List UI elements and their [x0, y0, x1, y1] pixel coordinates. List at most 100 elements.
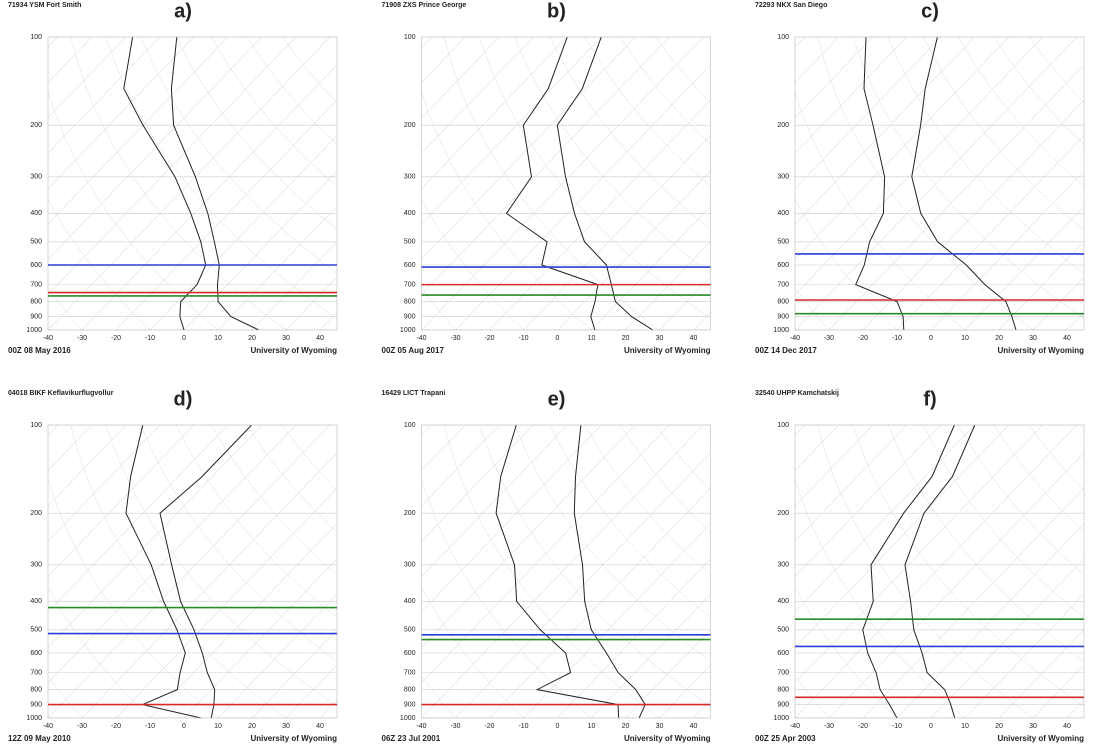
- isotherm-grid: [998, 241, 1084, 330]
- isotherm-grid: [795, 425, 1078, 718]
- profile-line: [159, 425, 252, 718]
- skewt-panel: -40 -30 -20 -10 0 10 20 30 40 100 200 300 400 500 600 7…: [8, 0, 338, 355]
- skewt-panel: -40 -30 -20 -10 0 10 20 30 40 100 200 300 400 500 600 7…: [8, 388, 338, 743]
- dry-adiabat: [70, 425, 287, 718]
- plot-area: [48, 37, 337, 330]
- x-tick-label: -40: [790, 335, 800, 342]
- dry-adiabat: [584, 425, 711, 575]
- x-tick-label: 20: [622, 335, 630, 342]
- y-tick-label: 400: [404, 598, 416, 605]
- isotherm: [795, 37, 1010, 260]
- x-tick-label: -20: [858, 723, 868, 730]
- isotherm: [795, 37, 1044, 296]
- y-tick-label: 900: [30, 701, 42, 708]
- y-tick-label: 800: [404, 686, 416, 693]
- isotherm: [48, 37, 161, 154]
- plot-frame: [794, 424, 1085, 719]
- isotherm-grid: [217, 205, 337, 330]
- dry-adiabat: [48, 90, 219, 330]
- x-tick-label: 10: [214, 335, 222, 342]
- isotherm-grid: [998, 629, 1084, 718]
- isotherm-grid: [591, 593, 711, 718]
- isotherm: [48, 37, 195, 189]
- x-tick-label: 10: [214, 723, 222, 730]
- panel-date: 12Z 09 May 2010: [8, 734, 71, 743]
- isotherm: [795, 425, 806, 436]
- x-tick-label: 40: [690, 335, 698, 342]
- x-tick-label: 20: [248, 335, 256, 342]
- profile-line: [911, 37, 1017, 330]
- dry-adiabat: [922, 425, 1084, 618]
- panel-source: University of Wyoming: [997, 734, 1084, 743]
- plot-frame: [421, 36, 711, 331]
- dry-adiabat: [211, 425, 337, 575]
- y-tick-label: 700: [30, 669, 42, 676]
- isotherm: [795, 425, 1044, 684]
- y-tick-label: 100: [30, 422, 42, 429]
- isotherm-grid: [625, 629, 711, 718]
- x-tick-label: 30: [656, 335, 664, 342]
- isotherm-grid: [930, 170, 1084, 330]
- plot-area: [421, 425, 711, 718]
- x-tick-label: 40: [316, 723, 324, 730]
- dry-adiabat: [421, 675, 456, 718]
- panel-title: 71908 ZXS Prince George: [382, 2, 467, 9]
- y-tick-label: 300: [30, 562, 42, 569]
- dry-adiabat: [619, 37, 711, 145]
- y-tick-label: 600: [404, 262, 416, 269]
- profile-line: [855, 37, 905, 330]
- y-tick-label: 900: [777, 313, 789, 320]
- x-tick-label: 20: [995, 335, 1003, 342]
- isotherm: [48, 37, 93, 83]
- isotherm-grid: [964, 593, 1084, 718]
- isotherm: [48, 37, 263, 260]
- profile-line: [170, 37, 260, 330]
- y-tick-label: 1000: [400, 715, 416, 722]
- y-tick-label: 500: [30, 239, 42, 246]
- isotherm-grid: [319, 311, 337, 330]
- panel-date: 00Z 05 Aug 2017: [382, 346, 445, 355]
- panel-label: c): [921, 0, 939, 22]
- isotherm: [795, 37, 840, 83]
- panel-source: University of Wyoming: [250, 346, 337, 355]
- dry-adiabat: [421, 198, 524, 330]
- isotherm-grid: [523, 523, 711, 718]
- isotherm: [795, 37, 806, 48]
- isotherm-grid: [149, 135, 337, 330]
- dry-adiabat: [958, 37, 1084, 187]
- y-tick-label: 500: [777, 239, 789, 246]
- isotherm: [421, 37, 670, 296]
- panel-title: 71934 YSM Fort Smith: [8, 2, 81, 9]
- isotherm-grid: [115, 99, 337, 330]
- x-tick-label: 40: [1063, 723, 1071, 730]
- isotherm-grid: [319, 699, 337, 718]
- y-tick-label: 300: [30, 174, 42, 181]
- panel-label: a): [174, 0, 192, 22]
- y-tick-label: 200: [777, 510, 789, 517]
- x-tick-label: 0: [182, 723, 186, 730]
- y-tick-label: 600: [777, 650, 789, 657]
- isotherm-grid: [862, 99, 1084, 330]
- dry-adiabat: [140, 37, 337, 274]
- dry-adiabat: [48, 586, 151, 718]
- x-tick-label: 20: [995, 723, 1003, 730]
- dry-adiabat: [105, 37, 337, 319]
- panel-label: f): [923, 388, 936, 410]
- isotherm-grid: [828, 64, 1084, 330]
- isotherm-grid: [828, 452, 1084, 718]
- x-tick-label: -10: [518, 723, 528, 730]
- panel-label: b): [547, 0, 566, 22]
- isotherm-grid: [930, 558, 1084, 718]
- isotherm: [795, 37, 976, 225]
- x-tick-label: 10: [588, 723, 596, 730]
- dry-adiabat: [887, 425, 1084, 662]
- x-tick-label: 30: [1029, 335, 1037, 342]
- panel-date: 00Z 08 May 2016: [8, 346, 71, 355]
- x-tick-label: -10: [518, 335, 528, 342]
- isotherm: [421, 37, 534, 154]
- dry-adiabat: [655, 425, 711, 491]
- dry-adiabat: [421, 478, 592, 718]
- panel-date: 00Z 14 Dec 2017: [755, 346, 817, 355]
- panel-label: e): [548, 388, 566, 410]
- x-tick-label: 0: [182, 335, 186, 342]
